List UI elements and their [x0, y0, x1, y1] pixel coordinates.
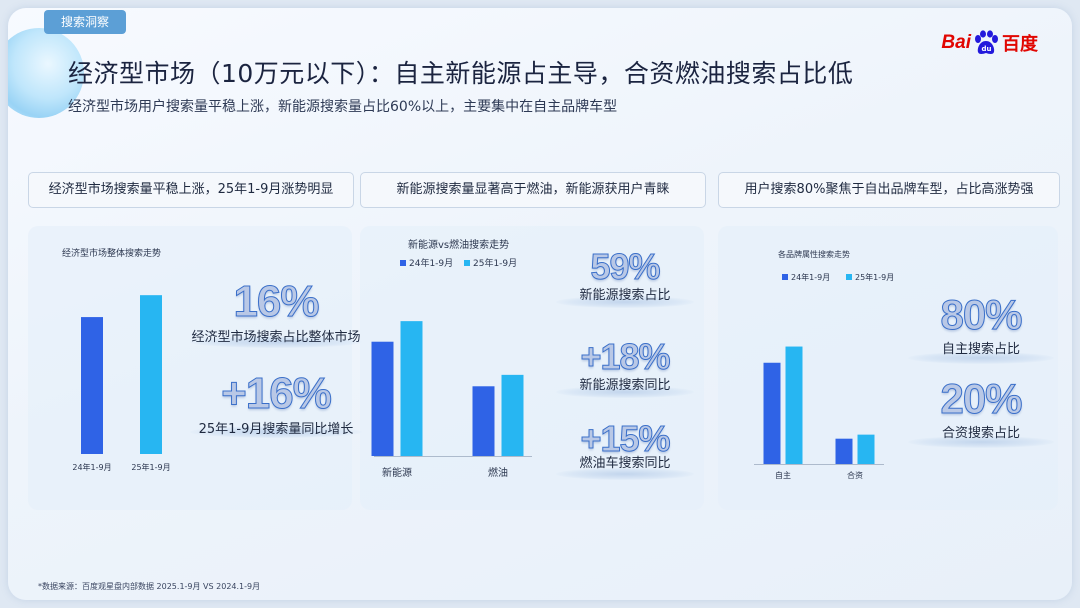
insight-pill-2: 新能源搜索量显著高于燃油，新能源获用户青睐	[360, 172, 706, 208]
stat-label: 新能源搜索同比	[579, 378, 671, 393]
stat-ellipse	[190, 336, 362, 348]
bar	[472, 386, 495, 456]
stat-share: 16% 经济型市场搜索占比整体市场	[190, 277, 362, 348]
legend-label: 24年1-9月	[409, 257, 453, 269]
bar	[835, 438, 853, 464]
insight-pill-3: 用户搜索80%聚焦于自出品牌车型，占比高涨势强	[718, 172, 1060, 208]
slide: 搜索洞察 Bai du 百度 经济型市场（10万元以下）：自主新能源占主导，合资…	[8, 8, 1072, 600]
stat-ellipse	[190, 426, 362, 438]
stat-ellipse	[556, 468, 694, 480]
stat-value: 16%	[233, 277, 320, 326]
chart-title: 各品牌属性搜索走势	[778, 249, 850, 259]
section-tag: 搜索洞察	[44, 10, 126, 34]
stat-domestic-share: 80% 自主搜索占比	[908, 291, 1054, 364]
stat-ellipse	[908, 436, 1054, 448]
bar	[785, 346, 803, 464]
bar	[371, 341, 394, 456]
stat-ellipse	[908, 352, 1054, 364]
legend-label: 25年1-9月	[855, 272, 894, 282]
legend-swatch	[400, 260, 406, 266]
tick-label: 新能源	[382, 466, 412, 479]
legend-swatch	[846, 274, 852, 280]
legend-label: 24年1-9月	[791, 272, 830, 282]
stat-label: 合资搜索占比	[941, 426, 1020, 441]
stat-label: 新能源搜索占比	[579, 288, 671, 303]
tick-label: 24年1-9月	[72, 462, 111, 472]
panel-market-trend: 经济型市场整体搜索走势 24年1-9月 25年1-9月 16% 经济型市场搜索占比整…	[28, 226, 362, 510]
legend-label: 25年1-9月	[473, 257, 517, 269]
bar	[81, 317, 103, 454]
stat-value: +16%	[221, 369, 333, 418]
chart-title: 新能源vs燃油搜索走势	[408, 238, 509, 251]
bar	[501, 374, 524, 456]
stat-nev-share: 59% 新能源搜索占比	[556, 246, 694, 308]
stat-jv-share: 20% 合资搜索占比	[908, 375, 1054, 448]
stat-value: +15%	[580, 418, 671, 459]
stat-label: 燃油车搜索同比	[579, 456, 671, 471]
bar	[857, 434, 875, 464]
stat-value: 59%	[590, 246, 661, 287]
stat-label: 25年1-9月搜索量同比增长	[198, 422, 354, 437]
stat-value: +18%	[580, 336, 671, 377]
decorative-bubble	[8, 28, 84, 118]
paw-icon: du	[972, 30, 1000, 56]
stat-ellipse	[556, 296, 694, 308]
stat-label: 自主搜索占比	[941, 342, 1020, 357]
chart-market-trend: 经济型市场整体搜索走势 24年1-9月 25年1-9月	[62, 247, 171, 472]
insight-pill-1: 经济型市场搜索量平稳上涨，25年1-9月涨势明显	[28, 172, 354, 208]
tick-label: 合资	[847, 470, 863, 480]
page-subtitle: 经济型市场用户搜索量平稳上涨，新能源搜索量占比60%以上，主要集中在自主品牌车型	[68, 99, 618, 115]
legend-swatch	[464, 260, 470, 266]
stat-ice-yoy: +15% 燃油车搜索同比	[556, 418, 694, 480]
baidu-logo: Bai du 百度	[941, 30, 1038, 56]
logo-text-du: du	[982, 45, 992, 53]
bar	[140, 295, 162, 454]
stat-ellipse	[556, 386, 694, 398]
stat-value: 80%	[940, 291, 1023, 338]
panel-brand-trend: 各品牌属性搜索走势 24年1-9月 25年1-9月自主 合资 80% 自主搜索占比 2…	[718, 226, 1058, 510]
stat-nev-yoy: +18% 新能源搜索同比	[556, 336, 694, 398]
legend-swatch	[782, 274, 788, 280]
stat-label: 经济型市场搜索占比整体市场	[191, 330, 361, 345]
stat-yoy: +16% 25年1-9月搜索量同比增长	[190, 369, 362, 438]
panel-energy-trend: 新能源vs燃油搜索走势 24年1-9月 25年1-9月新能源 燃油 59% 新能源搜索…	[360, 226, 704, 510]
logo-text-cn: 百度	[1002, 34, 1038, 54]
chart-title: 经济型市场整体搜索走势	[62, 247, 161, 259]
tick-label: 25年1-9月	[131, 462, 170, 472]
bar	[763, 362, 781, 464]
footnote: *数据来源：百度观星盘内部数据 2025.1-9月 VS 2024.1-9月	[38, 582, 261, 591]
stat-value: 20%	[940, 375, 1023, 422]
tick-label: 燃油	[488, 466, 508, 479]
page-title: 经济型市场（10万元以下）：自主新能源占主导，合资燃油搜索占比低	[68, 59, 854, 88]
bar	[400, 321, 423, 456]
logo-text-bai: Bai	[941, 32, 971, 53]
tick-label: 自主	[775, 470, 791, 480]
